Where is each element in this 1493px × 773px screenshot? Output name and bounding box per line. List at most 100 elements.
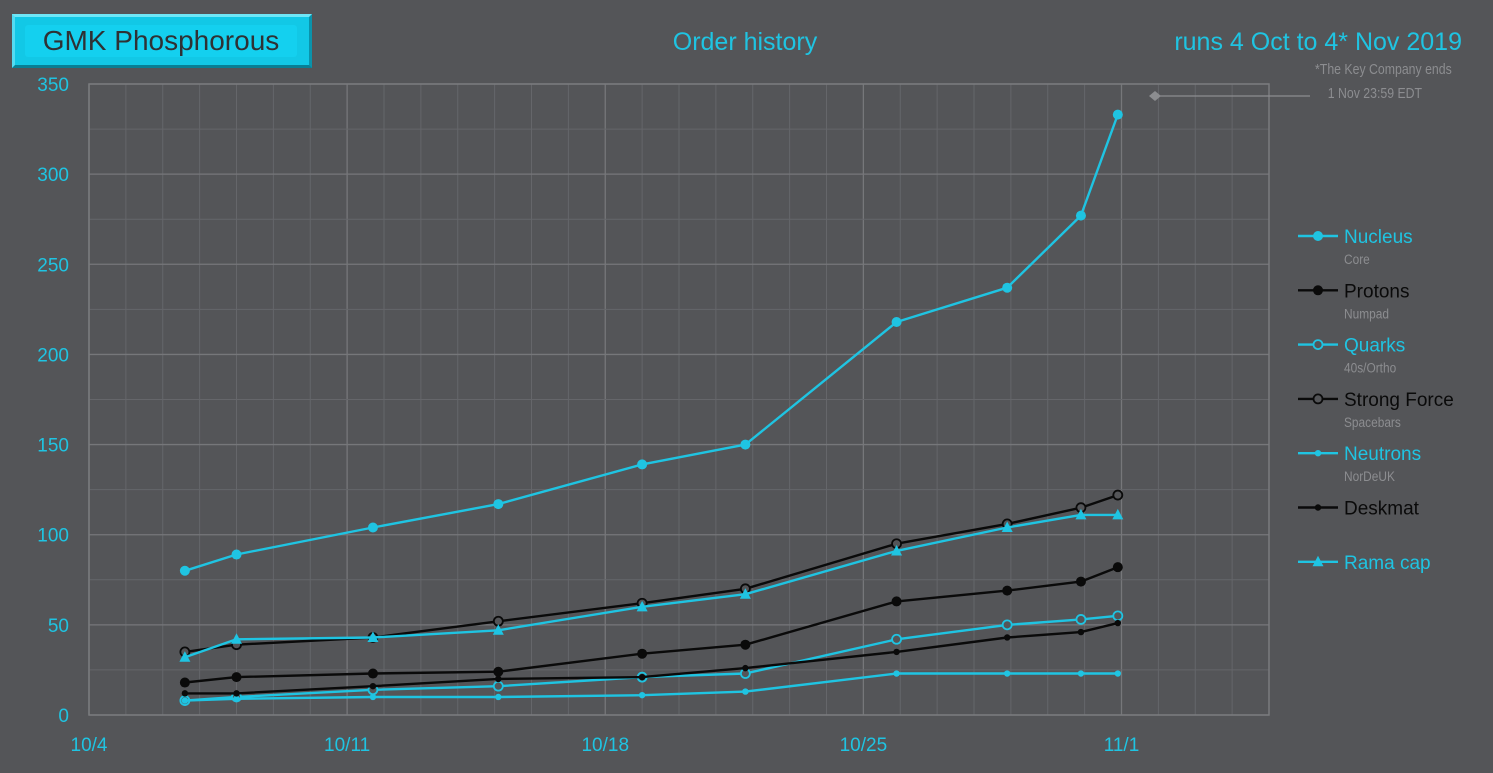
- chart-subtitle: runs 4 Oct to 4* Nov 2019: [1174, 28, 1462, 56]
- series-line: [184, 513, 1118, 659]
- data-point: [891, 633, 902, 645]
- data-point: [1075, 614, 1087, 625]
- legend-label: Deskmat: [1344, 499, 1420, 520]
- data-point: [1313, 231, 1323, 241]
- data-point: [891, 316, 902, 327]
- logo-text: GMK Phosphorous: [25, 25, 297, 57]
- data-point: [638, 673, 646, 681]
- data-point: [181, 690, 189, 697]
- y-tick-label: 50: [48, 616, 69, 637]
- data-point: [1314, 504, 1322, 511]
- data-point: [1075, 576, 1086, 587]
- data-point: [1314, 450, 1322, 457]
- note-line-1: *The Key Company ends: [1315, 61, 1452, 78]
- series-nucleus: [179, 109, 1123, 576]
- data-point: [1077, 670, 1085, 677]
- y-tick-label: 100: [37, 526, 69, 547]
- data-point: [1001, 521, 1013, 533]
- data-point: [233, 695, 240, 702]
- legend-label: Quarks: [1344, 336, 1405, 357]
- data-point: [367, 631, 379, 642]
- series-line: [184, 114, 1119, 572]
- legend-label: Nucleus: [1344, 227, 1413, 248]
- data-point: [1112, 508, 1124, 520]
- data-point: [1002, 282, 1013, 293]
- y-tick-label: 0: [58, 706, 69, 727]
- logo-badge: GMK Phosphorous: [12, 14, 312, 68]
- legend-label: Neutrons: [1344, 444, 1421, 465]
- legend-item-protons: Protons Numpad: [1298, 281, 1409, 322]
- data-point: [1312, 393, 1324, 405]
- series: [179, 109, 1124, 706]
- series-line: [184, 614, 1118, 702]
- axes: 0 50 100 150 200 250 300 350 10/4 10/11 10/18 10/25…: [37, 75, 1139, 756]
- note-line-2: 1 Nov 23:59 EDT: [1327, 85, 1422, 102]
- data-point: [493, 666, 504, 677]
- x-tick-label: 10/4: [71, 735, 108, 756]
- data-point: [179, 565, 190, 576]
- grid: [88, 83, 1270, 716]
- series-protons: [179, 562, 1123, 688]
- legend-label: Strong Force: [1344, 390, 1454, 411]
- data-point: [742, 664, 749, 672]
- legend: Nucleus Core Protons Numpad Quarks 40s/Ortho S…: [1298, 227, 1454, 574]
- data-point: [1075, 210, 1086, 221]
- legend-item-quarks: Quarks 40s/Ortho: [1298, 336, 1405, 376]
- data-point: [1003, 634, 1011, 641]
- data-point: [231, 633, 242, 644]
- data-point: [233, 690, 240, 697]
- data-point: [231, 672, 242, 683]
- data-point: [179, 651, 191, 662]
- data-point: [891, 544, 903, 556]
- data-point: [181, 697, 189, 704]
- y-tick-label: 200: [37, 345, 69, 366]
- data-point: [891, 596, 902, 607]
- legend-label: Protons: [1344, 281, 1409, 302]
- data-point: [1077, 628, 1085, 636]
- legend-item-neutrons: Neutrons NorDeUK: [1298, 444, 1421, 484]
- data-point: [1112, 610, 1124, 622]
- data-point: [1114, 670, 1122, 677]
- legend-sublabel: 40s/Ortho: [1344, 360, 1396, 376]
- series-neutrons: [181, 670, 1122, 704]
- series-rama-cap: [179, 508, 1124, 662]
- data-point: [1002, 585, 1013, 596]
- data-point: [1112, 489, 1124, 501]
- data-point: [231, 549, 242, 560]
- data-point: [367, 668, 378, 679]
- data-point: [893, 648, 900, 656]
- legend-item-deskmat: Deskmat: [1298, 499, 1420, 520]
- data-point: [739, 588, 751, 599]
- y-tick-label: 250: [37, 255, 69, 276]
- data-point: [1112, 109, 1123, 120]
- legend-sublabel: Numpad: [1344, 305, 1389, 321]
- data-point: [495, 675, 502, 683]
- x-tick-label: 10/11: [324, 735, 370, 756]
- data-point: [369, 693, 377, 701]
- x-tick-label: 10/18: [581, 735, 629, 756]
- series-line: [184, 672, 1118, 702]
- y-tick-label: 350: [37, 75, 69, 96]
- data-point: [1001, 619, 1013, 631]
- data-point: [493, 499, 504, 510]
- data-point: [367, 522, 378, 533]
- data-point: [1313, 285, 1323, 296]
- legend-label: Rama cap: [1344, 553, 1431, 574]
- x-tick-label: 10/25: [840, 735, 888, 756]
- data-point: [492, 680, 504, 692]
- y-tick-label: 150: [37, 436, 69, 457]
- note-arrow: [1149, 91, 1310, 101]
- note-pointer-diamond: [1149, 91, 1161, 101]
- data-point: [742, 688, 749, 695]
- data-point: [179, 677, 190, 688]
- series-strong-force: [179, 489, 1124, 658]
- data-point: [495, 693, 502, 701]
- data-point: [1114, 619, 1122, 627]
- legend-sublabel: Core: [1344, 251, 1370, 267]
- data-point: [1312, 555, 1324, 567]
- data-point: [1075, 508, 1087, 520]
- data-point: [637, 648, 648, 659]
- series-line: [184, 566, 1119, 684]
